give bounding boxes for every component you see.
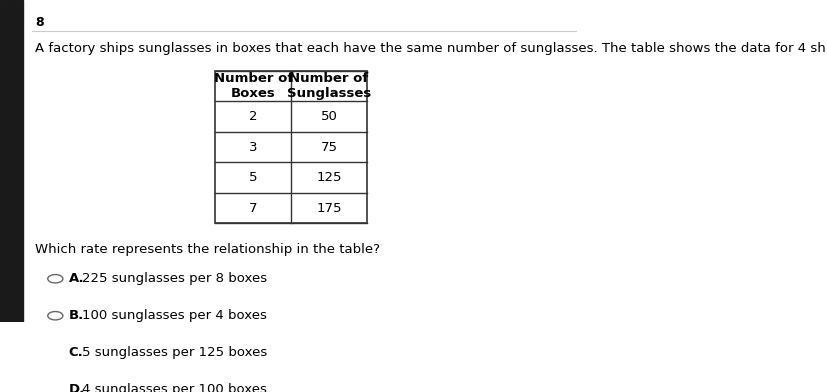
Text: 175: 175 bbox=[316, 201, 342, 215]
Text: 3: 3 bbox=[249, 141, 257, 154]
Text: 4 sunglasses per 100 boxes: 4 sunglasses per 100 boxes bbox=[81, 383, 266, 392]
Bar bbox=[0, 0, 23, 321]
Text: 7: 7 bbox=[249, 201, 257, 215]
Text: Which rate represents the relationship in the table?: Which rate represents the relationship i… bbox=[35, 243, 380, 256]
Text: 2: 2 bbox=[249, 110, 257, 123]
Text: D.: D. bbox=[69, 383, 85, 392]
Text: 5 sunglasses per 125 boxes: 5 sunglasses per 125 boxes bbox=[81, 346, 266, 359]
Text: C.: C. bbox=[69, 346, 84, 359]
Bar bbox=[215, 71, 366, 223]
Text: 125: 125 bbox=[316, 171, 342, 184]
Text: Number of
Sunglasses: Number of Sunglasses bbox=[286, 72, 370, 100]
Text: 225 sunglasses per 8 boxes: 225 sunglasses per 8 boxes bbox=[81, 272, 266, 285]
Text: 5: 5 bbox=[249, 171, 257, 184]
Text: 75: 75 bbox=[320, 141, 337, 154]
Text: Number of
Boxes: Number of Boxes bbox=[213, 72, 293, 100]
Text: 8: 8 bbox=[35, 16, 44, 29]
Text: A factory ships sunglasses in boxes that each have the same number of sunglasses: A factory ships sunglasses in boxes that… bbox=[35, 42, 827, 55]
Text: 100 sunglasses per 4 boxes: 100 sunglasses per 4 boxes bbox=[81, 309, 266, 322]
Text: 50: 50 bbox=[320, 110, 337, 123]
Text: A.: A. bbox=[69, 272, 84, 285]
Text: B.: B. bbox=[69, 309, 84, 322]
